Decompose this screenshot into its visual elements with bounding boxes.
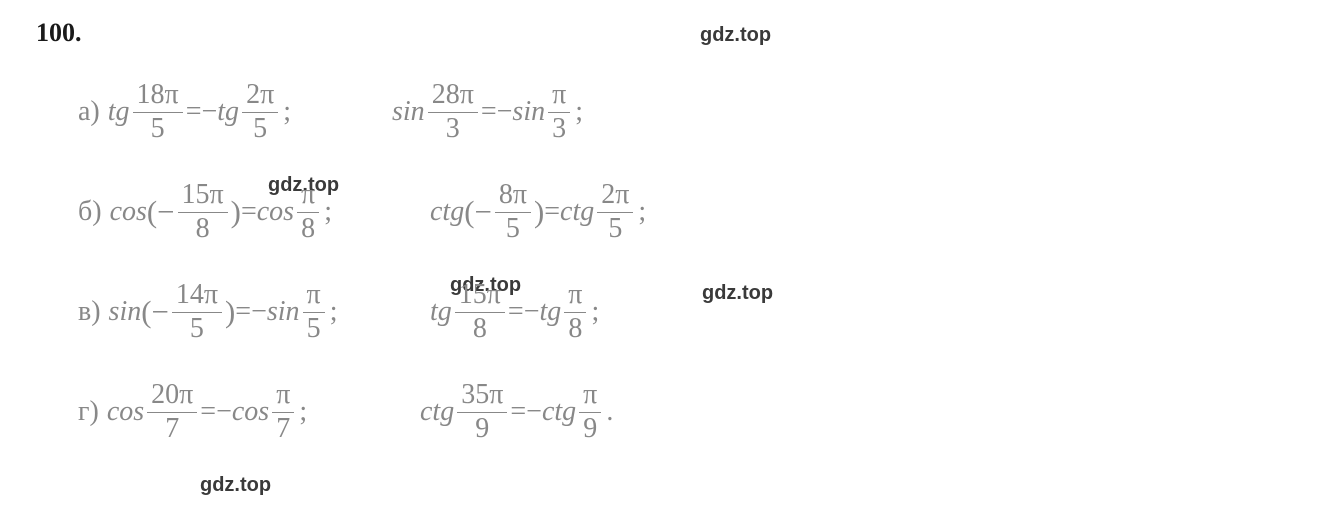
problem-number: 100. (36, 18, 82, 48)
row-label: г) (78, 396, 99, 428)
watermark: gdz.top (200, 474, 271, 497)
equation-col2: sin28π3 = −sinπ3; (392, 80, 583, 145)
row-label: а) (78, 96, 100, 128)
equation-col1: cos20π7 = −cosπ7; (107, 380, 307, 445)
equation-row: г)cos20π7 = −cosπ7; (78, 380, 307, 445)
row-label: в) (78, 296, 101, 328)
equation-row: б)cos(−15π8) = cosπ8; (78, 180, 332, 245)
equation-row-col2: sin28π3 = −sinπ3; (392, 80, 583, 145)
watermark: gdz.top (700, 24, 771, 47)
equation-row: а)tg18π5 = −tg2π5; (78, 80, 291, 145)
watermark: gdz.top (702, 282, 773, 305)
equation-col2: ctg(−8π5) = ctg2π5; (430, 180, 646, 245)
row-label: б) (78, 196, 102, 228)
equation-row-col2: tg15π8 = −tgπ8; (430, 280, 599, 345)
equation-col1: sin(−14π5) = −sinπ5; (109, 280, 338, 345)
equation-row-col2: ctg(−8π5) = ctg2π5; (430, 180, 646, 245)
equation-row-col2: ctg35π9 = −ctgπ9. (420, 380, 613, 445)
equation-row: в)sin(−14π5) = −sinπ5; (78, 280, 337, 345)
equation-col2: ctg35π9 = −ctgπ9. (420, 380, 613, 445)
equation-col1: tg18π5 = −tg2π5; (108, 80, 291, 145)
equation-col2: tg15π8 = −tgπ8; (430, 280, 599, 345)
equation-col1: cos(−15π8) = cosπ8; (110, 180, 332, 245)
